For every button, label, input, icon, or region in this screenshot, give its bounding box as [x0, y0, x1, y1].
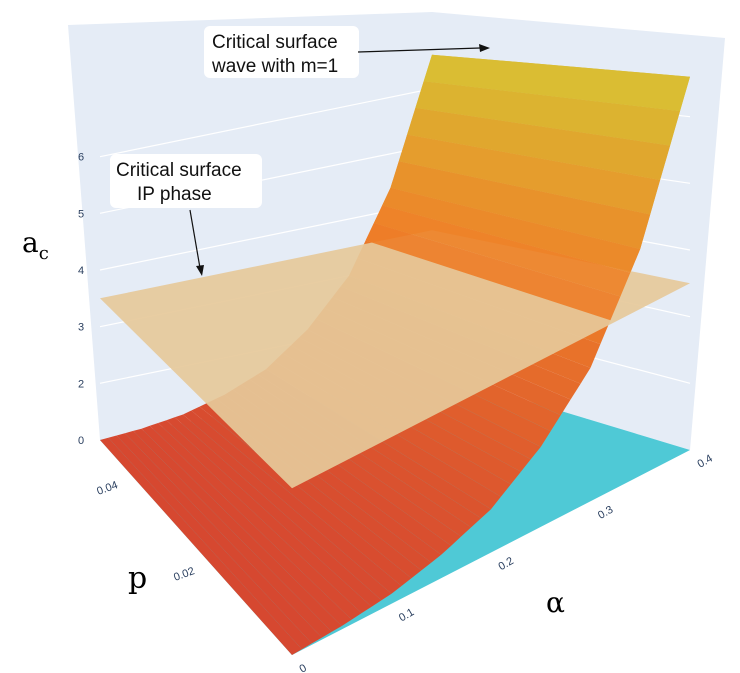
surface-wave-strip: [158, 420, 372, 614]
surface-wave-strip-front: [373, 205, 631, 297]
annotation-box: [204, 26, 359, 78]
surface-wave-strip: [166, 417, 382, 607]
annotation-wave-surface: Critical surface wave with m=1: [204, 26, 490, 78]
x-tick-label: 0.4: [696, 453, 715, 471]
surface-wave-strip: [141, 425, 352, 626]
x-tick-label: 0.2: [497, 555, 516, 573]
surface-wave-strip-front: [390, 161, 651, 249]
surface-wave-strip: [116, 433, 322, 644]
surface-wave-strip: [124, 430, 332, 638]
y-axis-title: p: [128, 561, 147, 596]
surface-wave-strip-front: [382, 187, 641, 273]
surface-wave-strip-front: [365, 223, 621, 321]
annotation-line-2: IP phase: [137, 184, 212, 205]
surfaces-layer: [100, 54, 690, 655]
z-tick-label: 0: [78, 435, 84, 447]
x-axis-title: α: [546, 586, 565, 619]
z-tick-label: 5: [78, 208, 84, 220]
annotation-ip-phase: Critical surface IP phase: [110, 154, 262, 276]
z-axis-title-subscript: c: [39, 243, 49, 264]
surface-wave-strip: [100, 437, 302, 655]
annotation-arrow-line: [189, 209, 201, 269]
annotation-line-2: wave with m=1: [211, 56, 338, 77]
z-tick-label: 6: [78, 152, 84, 164]
annotation-line-1: Critical surface: [116, 160, 242, 181]
y-tick-label: 0.04: [95, 479, 119, 498]
surface-wave-strip: [174, 414, 392, 601]
surface-wave-strip: [149, 423, 362, 620]
surface-wave-strip: [191, 406, 412, 586]
surface-wave-strip-front: [423, 54, 690, 112]
surface-wave-strip-front: [398, 134, 661, 215]
z-tick-label: 2: [78, 378, 84, 390]
annotation-arrow-line: [357, 47, 481, 53]
surface-wave-strip-front: [407, 107, 671, 180]
x-tick-label: 0.1: [397, 606, 416, 624]
surface-wave-strip-front: [415, 81, 680, 146]
x-tick-label: 0.3: [596, 504, 615, 522]
x-tick-label: 0: [298, 662, 309, 673]
annotation-arrow-head: [196, 265, 204, 276]
z-axis-title: ac: [22, 226, 49, 264]
annotation-box: [110, 154, 262, 208]
z-tick-label: 4: [78, 265, 84, 277]
y-tick-label: 0.02: [172, 565, 196, 584]
surface-wave-strip: [133, 428, 342, 632]
annotation-arrow-head: [479, 44, 490, 52]
annotation-line-1: Critical surface: [212, 32, 338, 53]
z-tick-label: 3: [78, 322, 84, 334]
surface-wave-strip: [183, 410, 402, 594]
surface-wave-strip: [108, 435, 312, 650]
